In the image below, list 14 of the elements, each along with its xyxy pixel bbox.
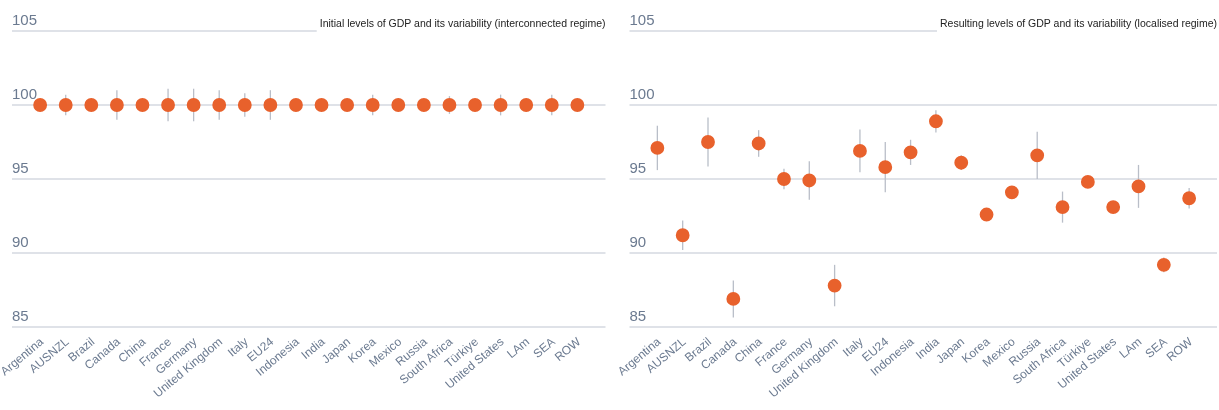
y-tick-label: 90 [12,233,29,250]
y-tick-label: 95 [629,159,647,176]
y-tick-label: 105 [12,11,38,28]
y-tick-label: 85 [629,307,647,324]
y-tick-label: 90 [629,233,647,250]
x-tick-label: LAm [1116,334,1145,362]
y-tick-label: 95 [12,159,29,176]
y-tick-label: 100 [629,85,655,102]
y-tick-label: 85 [12,307,29,324]
x-tick-label: LAm [504,334,533,362]
y-tick-label: 105 [629,11,655,28]
chart-title: Initial levels of GDP and its variability (interconnected regime) [319,17,606,29]
y-tick-label: 100 [12,85,38,102]
chart-title: Resulting levels of GDP and its variability (localised regime) [939,17,1217,29]
